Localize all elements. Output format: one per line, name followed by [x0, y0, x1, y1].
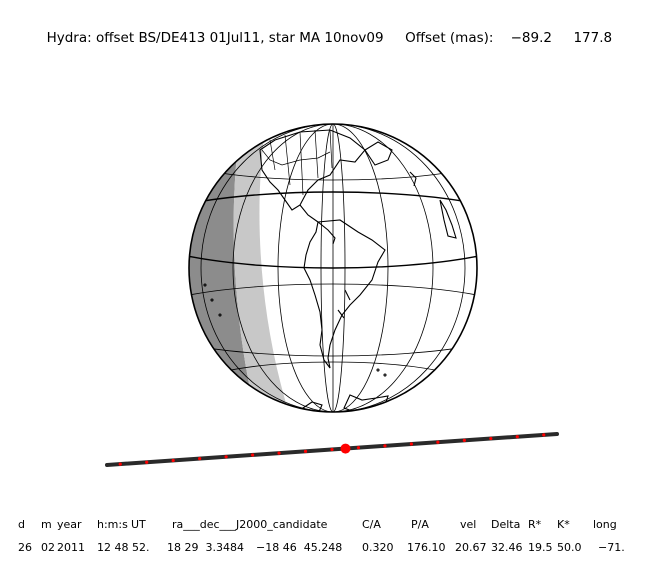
header-time: h:m:s: [97, 518, 128, 531]
time-marker: [542, 433, 546, 437]
value-ra: 18 29 3.3484: [167, 541, 244, 554]
offset-x-value: −89.2: [510, 30, 552, 46]
value-vel: 20.67: [455, 541, 487, 554]
value-month: 02: [41, 541, 55, 554]
header-vel: vel: [460, 518, 477, 531]
night-shading: [189, 124, 298, 412]
time-marker: [515, 435, 519, 439]
time-marker: [436, 440, 440, 444]
closest-approach-marker: [340, 443, 351, 454]
time-marker: [356, 446, 361, 450]
header-radec: ra___dec___J2000_candidate: [172, 518, 328, 531]
header-rstar: R*: [528, 518, 542, 531]
time-marker: [118, 462, 122, 466]
value-ca: 0.320: [362, 541, 394, 554]
coastlines: [203, 129, 457, 412]
header-day: d: [18, 518, 25, 531]
globe: [188, 123, 478, 413]
time-marker: [462, 438, 466, 442]
time-marker: [277, 451, 281, 455]
value-long: −71.: [598, 541, 625, 554]
header-ca: C/A: [362, 518, 381, 531]
time-marker: [224, 455, 228, 459]
time-marker: [383, 444, 387, 448]
globe-limb: [188, 123, 478, 413]
time-marker: [409, 442, 414, 446]
value-delta: 32.46: [491, 541, 523, 554]
value-time: 12 48 52.: [97, 541, 150, 554]
object-label: Hydra: offset BS/DE413 01Jul11, star MA …: [46, 30, 384, 46]
header-year: year: [57, 518, 82, 531]
offset-y-value: 177.8: [573, 30, 613, 46]
header-kstar: K*: [557, 518, 570, 531]
header-delta: Delta: [491, 518, 521, 531]
time-marker: [145, 460, 149, 464]
header-pa: P/A: [411, 518, 429, 531]
plot-title: Hydra: offset BS/DE413 01Jul11, star MA …: [38, 14, 613, 46]
header-long: long: [593, 518, 617, 531]
occultation-chord: [105, 432, 559, 467]
value-rstar: 19.5: [528, 541, 553, 554]
time-marker: [250, 453, 255, 457]
value-pa: 176.10: [407, 541, 446, 554]
time-marker: [330, 447, 334, 452]
time-marker: [171, 458, 175, 463]
offset-label: Offset (mas):: [405, 30, 494, 46]
time-marker: [489, 436, 493, 441]
header-ut: UT: [131, 518, 146, 531]
value-kstar: 50.0: [557, 541, 582, 554]
value-day: 26: [18, 541, 32, 554]
header-month: m: [41, 518, 52, 531]
time-marker: [198, 457, 202, 461]
graticule: [189, 124, 477, 412]
value-dec: −18 46 45.248: [256, 541, 343, 554]
value-year: 2011: [57, 541, 85, 554]
time-marker: [303, 449, 308, 453]
